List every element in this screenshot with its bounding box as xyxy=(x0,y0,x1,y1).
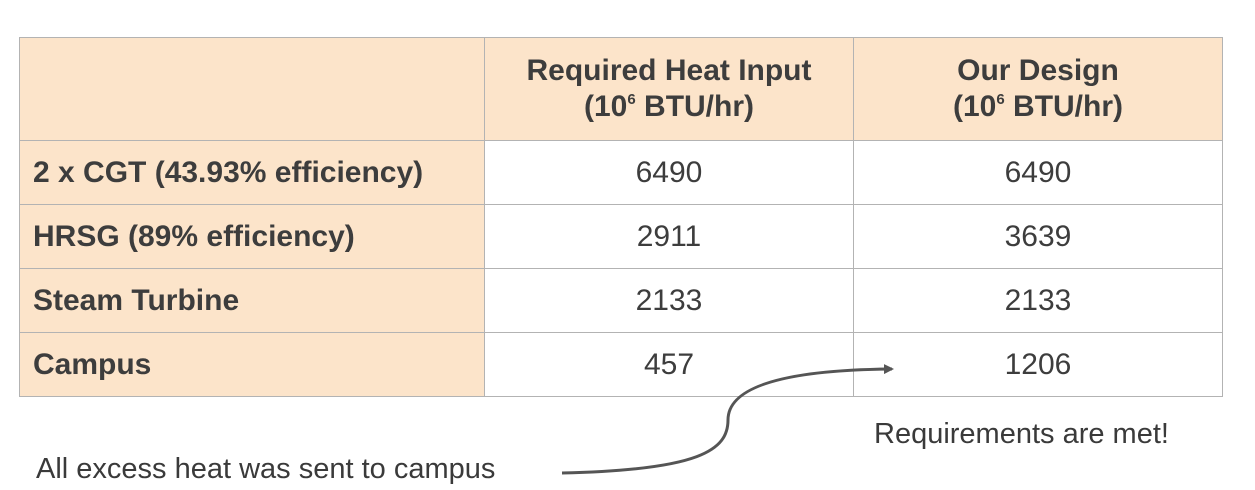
header-required-line1: Required Heat Input xyxy=(526,54,812,87)
table-row: Steam Turbine 2133 2133 xyxy=(19,268,1223,333)
header-required-unit-prefix: (10 xyxy=(583,90,628,123)
header-blank-cell xyxy=(19,37,485,141)
row-label: Campus xyxy=(19,332,485,397)
header-required-unit-exponent: 6 xyxy=(627,91,636,108)
required-value: 457 xyxy=(484,332,854,397)
header-design-unit-suffix: BTU/hr) xyxy=(1004,90,1124,123)
requirements-met-note: Requirements are met! xyxy=(874,418,1169,450)
header-required-heat-input: Required Heat Input (106 BTU/hr) xyxy=(484,37,854,141)
design-value: 1206 xyxy=(853,332,1223,397)
heat-input-table: Required Heat Input (106 BTU/hr) Our Des… xyxy=(19,37,1223,397)
table-row: HRSG (89% efficiency) 2911 3639 xyxy=(19,204,1223,269)
header-design-line1: Our Design xyxy=(957,54,1119,87)
header-row: Required Heat Input (106 BTU/hr) Our Des… xyxy=(19,37,1223,141)
header-design-line2: (106 BTU/hr) xyxy=(854,89,1222,125)
required-value: 2133 xyxy=(484,268,854,333)
row-label: HRSG (89% efficiency) xyxy=(19,204,485,269)
required-value: 2911 xyxy=(484,204,854,269)
table-row: 2 x CGT (43.93% efficiency) 6490 6490 xyxy=(19,140,1223,205)
header-required-unit-suffix: BTU/hr) xyxy=(635,90,755,123)
row-label: Steam Turbine xyxy=(19,268,485,333)
design-value: 6490 xyxy=(853,140,1223,205)
header-design-unit-exponent: 6 xyxy=(996,91,1005,108)
header-our-design: Our Design (106 BTU/hr) xyxy=(853,37,1223,141)
required-value: 6490 xyxy=(484,140,854,205)
row-label: 2 x CGT (43.93% efficiency) xyxy=(19,140,485,205)
excess-heat-note: All excess heat was sent to campus xyxy=(36,453,496,485)
header-required-line2: (106 BTU/hr) xyxy=(485,89,853,125)
design-value: 2133 xyxy=(853,268,1223,333)
header-design-unit-prefix: (10 xyxy=(952,90,997,123)
table-row: Campus 457 1206 xyxy=(19,332,1223,397)
design-value: 3639 xyxy=(853,204,1223,269)
